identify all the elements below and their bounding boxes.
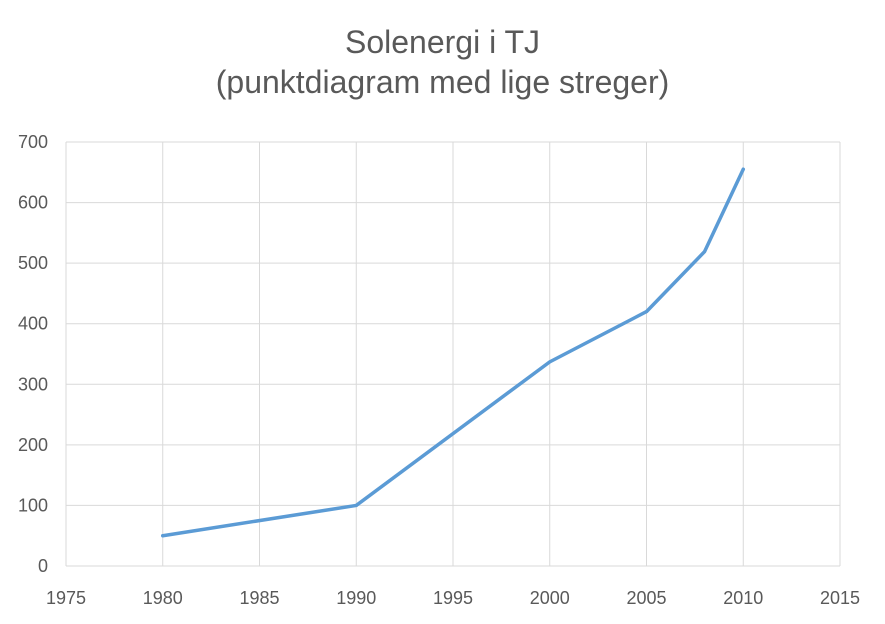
- series-layer: [161, 167, 745, 538]
- y-tick-label: 500: [18, 253, 48, 273]
- data-point: [354, 503, 358, 507]
- y-tick-label: 600: [18, 193, 48, 213]
- chart-title-line-2: (punktdiagram med lige streger): [215, 64, 670, 100]
- x-tick-label: 1980: [143, 588, 183, 608]
- grid-lines: [65, 141, 841, 567]
- data-point: [645, 310, 648, 314]
- data-point: [741, 167, 745, 171]
- y-tick-label: 0: [38, 556, 48, 576]
- series-line: [161, 167, 745, 538]
- x-tick-label: 2000: [530, 588, 570, 608]
- y-axis-ticks: 0 100 200 300 400 500 600 700: [18, 132, 48, 576]
- data-point: [548, 360, 552, 364]
- chart-title-line-1: Solenergi i TJ: [344, 24, 541, 60]
- y-tick-label: 700: [18, 132, 48, 152]
- x-tick-label: 1990: [336, 588, 376, 608]
- x-axis-ticks: 1975 1980 1985 1990 1995 2000 2005 2010 2015: [46, 588, 860, 608]
- x-tick-label: 1975: [46, 588, 86, 608]
- x-tick-label: 1995: [433, 588, 473, 608]
- y-tick-label: 200: [18, 435, 48, 455]
- y-tick-label: 400: [18, 314, 48, 334]
- x-tick-label: 1985: [239, 588, 279, 608]
- chart-title: Solenergi i TJ (punktdiagram med lige st…: [0, 22, 885, 102]
- data-point: [703, 250, 707, 254]
- x-tick-label: 2010: [723, 588, 763, 608]
- y-tick-label: 300: [18, 374, 48, 394]
- x-tick-label: 2005: [626, 588, 666, 608]
- y-tick-label: 100: [18, 495, 48, 515]
- x-tick-label: 2015: [820, 588, 860, 608]
- data-point: [161, 534, 165, 538]
